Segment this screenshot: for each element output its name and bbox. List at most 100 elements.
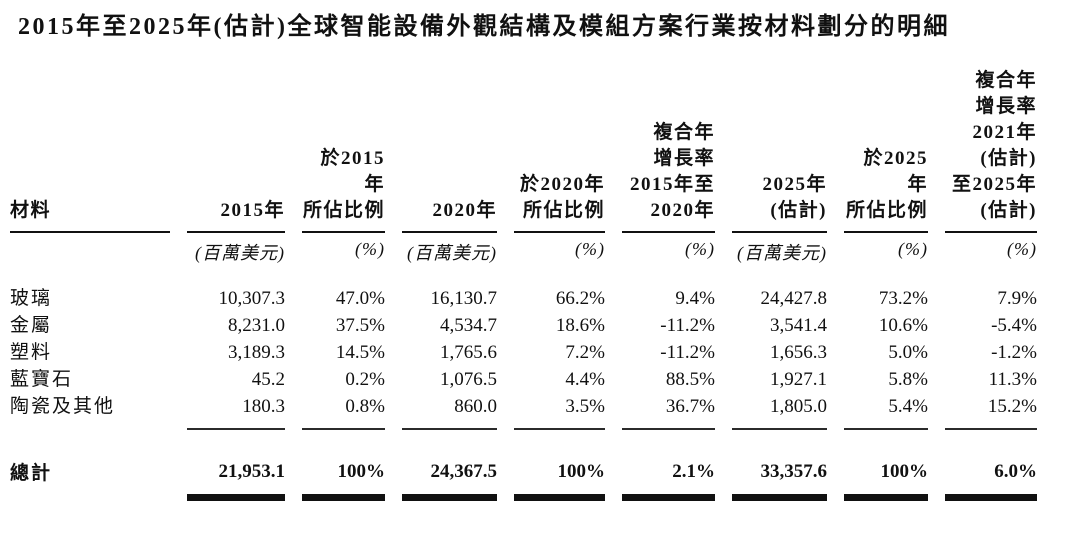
cell-value: 4.4%	[565, 369, 605, 390]
cell-value: 9.4%	[675, 288, 715, 309]
cell-value: -5.4%	[991, 315, 1037, 336]
thin-rule	[827, 420, 928, 430]
cell-value: 45.2	[251, 369, 285, 390]
table-row-sapphire: 藍寶石 45.2 0.2% 1,076.5 4.4% 88.5% 1,927.1…	[10, 366, 1037, 393]
cell-value: 10.6%	[878, 315, 928, 336]
double-rule	[285, 489, 385, 501]
cell-value: 10,307.3	[218, 288, 286, 309]
cell-value: 16,130.7	[430, 288, 498, 309]
cell-value: 3.5%	[565, 396, 605, 417]
total-value: 6.0%	[994, 460, 1037, 482]
total-value: 100%	[337, 460, 386, 482]
double-rule	[715, 489, 827, 501]
cell-value: 0.2%	[345, 369, 385, 390]
spacer-row	[10, 267, 1037, 285]
column-header-material: 材料	[10, 68, 170, 233]
cell-material: 藍寶石	[10, 369, 74, 390]
table-row-ceramic-other: 陶瓷及其他 180.3 0.8% 860.0 3.5% 36.7% 1,805.…	[10, 393, 1037, 420]
column-header-share-2015: 於2015年 所佔比例	[285, 68, 385, 233]
cell-material: 金屬	[10, 315, 53, 336]
thin-rule	[928, 420, 1037, 430]
cell-value: -11.2%	[660, 342, 715, 363]
cell-value: 5.4%	[888, 396, 928, 417]
cell-value: 66.2%	[555, 288, 605, 309]
total-value: 100%	[880, 460, 929, 482]
cell-value: -1.2%	[991, 342, 1037, 363]
cell-value: 11.3%	[988, 369, 1037, 390]
table-row-metal: 金屬 8,231.0 37.5% 4,534.7 18.6% -11.2% 3,…	[10, 312, 1037, 339]
double-rule	[928, 489, 1037, 501]
pre-total-rule-row	[10, 420, 1037, 430]
materials-breakdown-table: 材料 2015年 於2015年 所佔比例 2020年 於2020年 所佔比例 複…	[10, 68, 1037, 501]
cell-value: 3,541.4	[770, 315, 827, 336]
column-header-share-2020: 於2020年 所佔比例	[497, 68, 605, 233]
total-row: 總計 21,953.1 100% 24,367.5 100% 2.1% 33,3…	[10, 430, 1037, 489]
grand-total-rule-row	[10, 489, 1037, 501]
thin-rule	[170, 420, 285, 430]
cell-value: 1,805.0	[770, 396, 827, 417]
unit-cagr-2015-2020: (%)	[685, 239, 715, 259]
cell-value: 8,231.0	[228, 315, 285, 336]
table-row-glass: 玻璃 10,307.3 47.0% 16,130.7 66.2% 9.4% 24…	[10, 285, 1037, 312]
cell-value: 18.6%	[555, 315, 605, 336]
double-rule	[170, 489, 285, 501]
cell-material: 塑料	[10, 342, 53, 363]
cell-value: 88.5%	[665, 369, 715, 390]
total-label: 總計	[10, 463, 53, 484]
table-row-plastic: 塑料 3,189.3 14.5% 1,765.6 7.2% -11.2% 1,6…	[10, 339, 1037, 366]
cell-value: 7.2%	[565, 342, 605, 363]
total-value: 21,953.1	[218, 460, 286, 482]
unit-share-2020: (%)	[575, 239, 605, 259]
cell-value: 15.2%	[987, 396, 1037, 417]
cell-value: 36.7%	[665, 396, 715, 417]
cell-value: 3,189.3	[228, 342, 285, 363]
column-header-2020: 2020年	[385, 68, 497, 233]
unit-2025e: (百萬美元)	[737, 243, 827, 263]
unit-cagr-2021-2025: (%)	[1007, 239, 1037, 259]
cell-value: 14.5%	[335, 342, 385, 363]
unit-2020: (百萬美元)	[407, 243, 497, 263]
thin-rule	[497, 420, 605, 430]
cell-value: 47.0%	[335, 288, 385, 309]
cell-value: 180.3	[242, 396, 285, 417]
cell-value: 5.8%	[888, 369, 928, 390]
column-header-share-2025: 於2025年 所佔比例	[827, 68, 928, 233]
double-rule	[605, 489, 715, 501]
double-rule	[497, 489, 605, 501]
double-rule	[385, 489, 497, 501]
cell-value: 73.2%	[878, 288, 928, 309]
cell-material: 玻璃	[10, 288, 53, 309]
cell-value: 7.9%	[997, 288, 1037, 309]
cell-value: 5.0%	[888, 342, 928, 363]
thin-rule	[605, 420, 715, 430]
cell-value: 1,656.3	[770, 342, 827, 363]
thin-rule	[385, 420, 497, 430]
unit-share-2015: (%)	[355, 239, 385, 259]
cell-value: 24,427.8	[760, 288, 828, 309]
cell-value: 1,765.6	[440, 342, 497, 363]
header-row: 材料 2015年 於2015年 所佔比例 2020年 於2020年 所佔比例 複…	[10, 68, 1037, 233]
total-value: 24,367.5	[430, 460, 498, 482]
cell-value: 860.0	[454, 396, 497, 417]
unit-2015: (百萬美元)	[195, 243, 285, 263]
cell-material: 陶瓷及其他	[10, 396, 116, 417]
unit-material	[10, 233, 170, 267]
cell-value: 4,534.7	[440, 315, 497, 336]
unit-share-2025: (%)	[898, 239, 928, 259]
units-row: (百萬美元) (%) (百萬美元) (%) (%) (百萬美元) (%) (%)	[10, 233, 1037, 267]
total-value: 2.1%	[672, 460, 715, 482]
cell-value: 0.8%	[345, 396, 385, 417]
column-header-cagr-2021-2025: 複合年 增長率 2021年 (估計) 至2025年 (估計)	[928, 68, 1037, 233]
thin-rule	[715, 420, 827, 430]
column-header-2025e: 2025年 (估計)	[715, 68, 827, 233]
thin-rule	[285, 420, 385, 430]
total-value: 100%	[557, 460, 606, 482]
total-value: 33,357.6	[760, 460, 828, 482]
page-title: 2015年至2025年(估計)全球智能設備外觀結構及模組方案行業按材料劃分的明細	[18, 14, 950, 40]
double-rule	[827, 489, 928, 501]
column-header-cagr-2015-2020: 複合年 增長率 2015年至 2020年	[605, 68, 715, 233]
cell-value: 1,927.1	[770, 369, 827, 390]
column-header-2015: 2015年	[170, 68, 285, 233]
cell-value: -11.2%	[660, 315, 715, 336]
